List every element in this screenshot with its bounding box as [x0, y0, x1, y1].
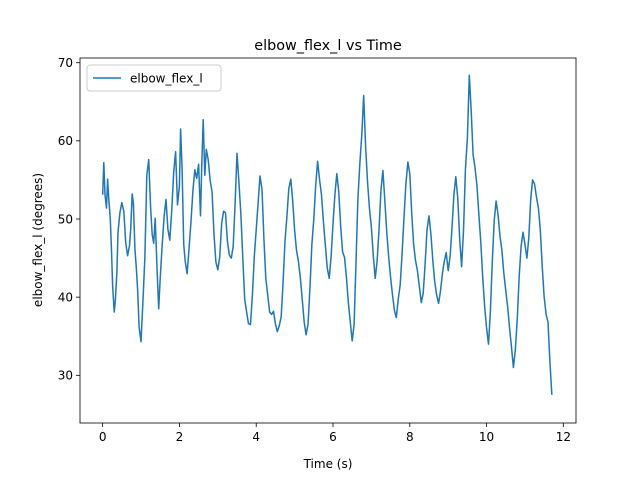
- x-tick-label: 12: [556, 430, 571, 444]
- legend-entry-label: elbow_flex_l: [130, 72, 203, 86]
- y-axis-label: elbow_flex_l (degrees): [31, 173, 45, 307]
- x-tick-label: 10: [479, 430, 494, 444]
- x-axis-label: Time (s): [303, 457, 353, 471]
- legend-box: [86, 64, 222, 92]
- chart-title: elbow_flex_l vs Time: [254, 38, 402, 54]
- y-tick-label: 30: [58, 369, 73, 383]
- x-tick-label: 8: [406, 430, 414, 444]
- y-tick-label: 70: [58, 56, 73, 70]
- x-tick-label: 0: [99, 430, 107, 444]
- plot-area-frame: [79, 57, 577, 424]
- y-tick-label: 50: [58, 212, 73, 226]
- y-tick-label: 40: [58, 290, 73, 304]
- y-tick-label: 60: [58, 134, 73, 148]
- x-tick-label: 6: [329, 430, 337, 444]
- series-line-elbow-flex-l: [101, 74, 553, 395]
- y-axis-ticks: 30 40 50 60 70: [58, 56, 80, 383]
- legend: elbow_flex_l: [86, 64, 222, 92]
- x-axis-ticks: 0 2 4 6 8 10 12: [99, 423, 571, 444]
- x-tick-label: 4: [252, 430, 260, 444]
- x-tick-label: 2: [176, 430, 184, 444]
